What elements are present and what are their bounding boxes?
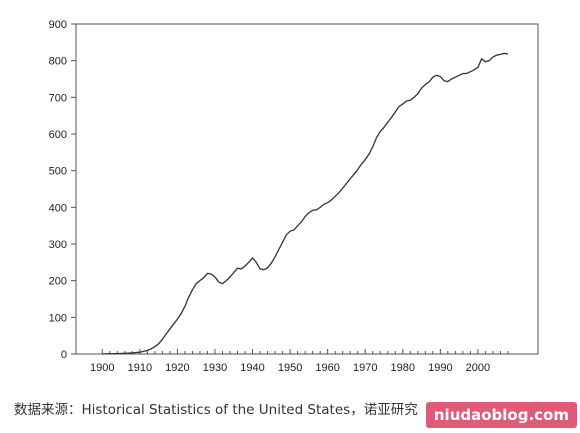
x-tick-label: 1920 xyxy=(165,362,189,374)
y-tick-label: 800 xyxy=(49,56,67,68)
x-tick-label: 1960 xyxy=(315,362,339,374)
x-tick-label: 1990 xyxy=(428,362,452,374)
y-tick-label: 900 xyxy=(49,19,67,31)
y-tick-label: 500 xyxy=(49,166,67,178)
x-tick-label: 1900 xyxy=(90,362,114,374)
watermark-badge: niudaoblog.com xyxy=(425,402,577,428)
y-tick-label: 100 xyxy=(49,312,67,324)
y-tick-label: 600 xyxy=(49,129,67,141)
x-tick-label: 2000 xyxy=(466,362,490,374)
x-tick-label: 1970 xyxy=(353,362,377,374)
y-tick-label: 700 xyxy=(49,92,67,104)
y-tick-label: 0 xyxy=(61,349,67,361)
x-tick-label: 1950 xyxy=(278,362,302,374)
y-axis: 0 100 200 300 400 500 600 700 800 900 xyxy=(49,19,76,361)
x-tick-label: 1980 xyxy=(391,362,415,374)
y-tick-label: 200 xyxy=(49,276,67,288)
x-tick-label: 1910 xyxy=(128,362,152,374)
y-tick-label: 300 xyxy=(49,239,67,251)
x-tick-label: 1930 xyxy=(203,362,227,374)
x-tick-label: 1940 xyxy=(240,362,264,374)
x-axis: 1900 1910 1920 1930 1940 1950 1960 1970 1980 1990… xyxy=(90,349,509,374)
series-line xyxy=(102,52,509,355)
y-tick-label: 400 xyxy=(49,202,67,214)
plot-frame xyxy=(75,23,539,355)
source-caption: 数据来源：Historical Statistics of the United… xyxy=(14,402,418,418)
